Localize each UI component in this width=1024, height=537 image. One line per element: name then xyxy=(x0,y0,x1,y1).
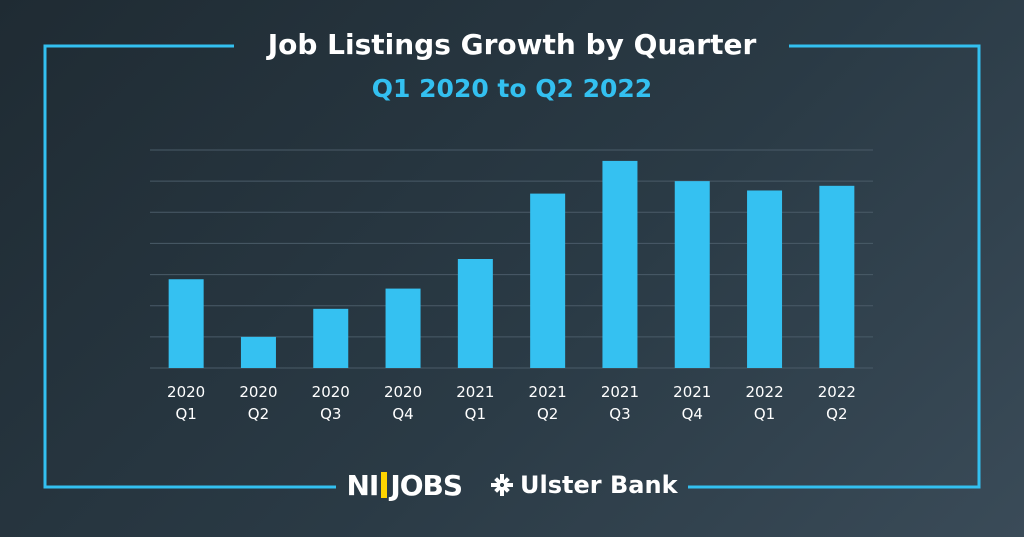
bar xyxy=(168,279,204,368)
x-tick-label-year: 2021 xyxy=(529,383,567,401)
bar xyxy=(385,288,421,368)
x-tick-label-year: 2021 xyxy=(456,383,494,401)
x-tick-label-year: 2021 xyxy=(601,383,639,401)
x-tick-label-year: 2020 xyxy=(167,383,205,401)
chart-title: Job Listings Growth by Quarter xyxy=(267,28,757,61)
x-tick-label-quarter: Q3 xyxy=(320,405,341,423)
nijobs-logo: NI JOBS xyxy=(346,468,463,502)
ulster-bank-logo: Ulster Bank xyxy=(490,471,678,499)
bar xyxy=(602,160,638,368)
x-tick-label-year: 2022 xyxy=(818,383,856,401)
x-tick-label-quarter: Q2 xyxy=(826,405,847,423)
x-tick-label-year: 2020 xyxy=(239,383,277,401)
nijobs-logo-ni: NI xyxy=(346,468,379,502)
x-tick-label-quarter: Q1 xyxy=(175,405,196,423)
bar xyxy=(747,190,783,368)
bar xyxy=(313,308,349,368)
x-tick-label-year: 2020 xyxy=(312,383,350,401)
chart-subtitle: Q1 2020 to Q2 2022 xyxy=(371,74,653,103)
nijobs-logo-jobs: JOBS xyxy=(390,468,463,502)
logo-row: NI JOBS Ulster Bank xyxy=(0,468,1024,502)
x-tick-label-quarter: Q4 xyxy=(392,405,413,423)
bar xyxy=(674,181,710,368)
x-tick-label-year: 2021 xyxy=(673,383,711,401)
x-tick-label-year: 2022 xyxy=(745,383,783,401)
ulster-bank-emblem-icon xyxy=(491,474,514,496)
x-tick-label-quarter: Q2 xyxy=(537,405,558,423)
x-tick-label-quarter: Q1 xyxy=(754,405,775,423)
bar xyxy=(240,336,276,368)
ulster-bank-name: Ulster Bank xyxy=(520,471,678,499)
x-tick-label-quarter: Q2 xyxy=(248,405,269,423)
x-tick-label-year: 2020 xyxy=(384,383,422,401)
bar xyxy=(530,193,566,368)
bar xyxy=(819,185,855,368)
nijobs-logo-divider xyxy=(381,472,388,498)
frame-top-left xyxy=(43,44,336,489)
x-tick-label-quarter: Q1 xyxy=(465,405,486,423)
x-tick-label-quarter: Q4 xyxy=(682,405,703,423)
bar xyxy=(457,259,493,368)
x-tick-label-quarter: Q3 xyxy=(609,405,630,423)
frame-top-right xyxy=(688,44,981,489)
